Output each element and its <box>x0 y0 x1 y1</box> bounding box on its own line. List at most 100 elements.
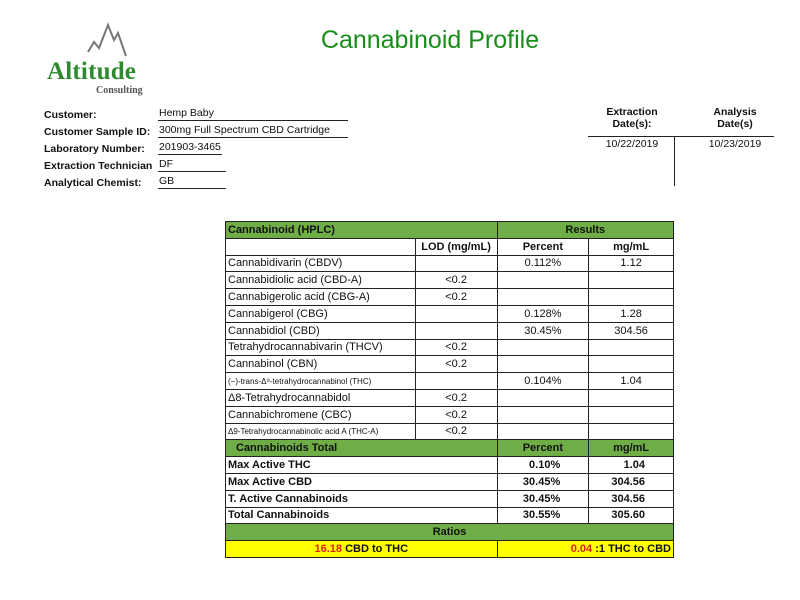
percent-value <box>496 288 590 306</box>
cannabinoid-name: Cannabigerolic acid (CBG-A) <box>225 288 416 306</box>
lod-value: <0.2 <box>414 405 498 424</box>
cannabinoid-name: Tetrahydrocannabivarin (THCV) <box>225 338 416 357</box>
cannabinoid-name: Cannabichromene (CBC) <box>225 405 416 424</box>
totals-mgml-header: mg/mL <box>588 439 674 458</box>
percent-value <box>496 405 590 424</box>
info-row-customer: Customer: Hemp Baby <box>44 104 348 121</box>
lod-value <box>414 321 498 340</box>
percent-value: 0.112% <box>496 254 590 273</box>
table-header: Cannabinoid (HPLC) Results <box>225 221 675 239</box>
info-label: Extraction Technician <box>44 160 153 172</box>
total-percent: 30.55% <box>496 506 590 525</box>
logo-text: Altitude <box>47 58 137 85</box>
mgml-value <box>588 388 674 407</box>
percent-header: Percent <box>496 237 590 256</box>
total-name: Max Active THC <box>225 456 498 474</box>
table-row: Tetrahydrocannabivarin (THCV) <0.2 <box>225 338 674 357</box>
lod-value: <0.2 <box>414 388 498 407</box>
mgml-value <box>588 422 674 441</box>
lod-value: <0.2 <box>414 355 498 374</box>
totals-row: T. Active Cannabinoids 30.45% 304.56 <box>225 489 674 508</box>
dates-block: Extraction Date(s): Analysis Date(s) 10/… <box>588 106 780 186</box>
percent-value <box>496 422 590 441</box>
percent-value <box>496 388 590 407</box>
analysis-date-value: 10/23/2019 <box>708 138 762 150</box>
extraction-date-value: 10/22/2019 <box>605 138 659 150</box>
total-mgml: 1.04 <box>588 456 674 474</box>
info-row-chemist: Analytical Chemist: GB <box>44 172 348 189</box>
table-row: (−)-trans-Δ⁹-tetrahydrocannabinol (THC) … <box>225 372 674 390</box>
cannabinoid-header: Cannabinoid (HPLC) <box>225 221 498 239</box>
mgml-value <box>588 271 674 290</box>
totals-label: Cannabinoids Total <box>225 439 498 458</box>
mgml-value <box>588 288 674 306</box>
total-mgml: 305.60 <box>588 506 674 525</box>
ratio-value: 16.18 <box>314 543 343 556</box>
table-row: Cannabichromene (CBC) <0.2 <box>225 405 674 424</box>
ratio-text: :1 THC to CBD <box>592 543 671 556</box>
info-value: 201903-3465 <box>158 141 222 155</box>
table-row: Δ9-Tetrahydrocannabinolic acid A (THC-A)… <box>225 422 674 441</box>
mgml-value <box>588 338 674 357</box>
divider <box>674 136 675 186</box>
info-value: Hemp Baby <box>158 107 348 121</box>
table-row: Cannabigerol (CBG) 0.128% 1.28 <box>225 304 674 323</box>
total-percent: 30.45% <box>496 472 590 491</box>
table-row: Cannabidiolic acid (CBD-A) <0.2 <box>225 271 674 290</box>
customer-info: Customer: Hemp Baby Customer Sample ID: … <box>44 104 348 189</box>
percent-value <box>496 338 590 357</box>
lod-header: LOD (mg/mL) <box>414 237 498 256</box>
info-value: 300mg Full Spectrum CBD Cartridge <box>158 124 348 138</box>
totals-header: Cannabinoids Total Percent mg/mL <box>225 439 674 458</box>
mgml-value: 1.12 <box>588 254 674 273</box>
info-value: DF <box>158 158 226 172</box>
total-name: T. Active Cannabinoids <box>225 489 498 508</box>
totals-percent-header: Percent <box>496 439 590 458</box>
analysis-label: Analysis <box>713 106 757 118</box>
info-label: Customer Sample ID: <box>44 126 151 138</box>
percent-value: 30.45% <box>496 321 590 340</box>
ratios-header: Ratios <box>225 523 674 542</box>
page-title: Cannabinoid Profile <box>320 26 540 54</box>
info-row-sample-id: Customer Sample ID: 300mg Full Spectrum … <box>44 121 348 138</box>
empty-cell <box>225 237 416 256</box>
table-row: Cannabinol (CBN) <0.2 <box>225 355 674 374</box>
lod-value: <0.2 <box>414 271 498 290</box>
mgml-value <box>588 405 674 424</box>
divider <box>588 136 774 137</box>
cannabinoid-name: Cannabidivarin (CBDV) <box>225 254 416 273</box>
lod-value <box>414 254 498 273</box>
table-row: Cannabigerolic acid (CBG-A) <0.2 <box>225 288 674 306</box>
table-row: Cannabidiol (CBD) 30.45% 304.56 <box>225 321 674 340</box>
analysis-label: Date(s) <box>717 118 753 130</box>
cannabinoid-name: Δ8-Tetrahydrocannabidol <box>225 388 416 407</box>
ratios-row: 16.18 CBD to THC 0.04 :1 THC to CBD <box>225 540 675 558</box>
cannabinoid-name: (−)-trans-Δ⁹-tetrahydrocannabinol (THC) <box>225 372 416 390</box>
extraction-label: Extraction <box>606 106 658 118</box>
cbd-to-thc-ratio: 16.18 CBD to THC <box>225 540 498 558</box>
lod-value <box>414 372 498 390</box>
total-percent: 0.10% <box>496 456 590 474</box>
lod-value <box>414 304 498 323</box>
analysis-date-header: Analysis Date(s) <box>690 106 780 130</box>
results-header: Results <box>496 221 675 239</box>
info-label: Laboratory Number: <box>44 143 145 155</box>
percent-value <box>496 355 590 374</box>
total-name: Total Cannabinoids <box>225 506 498 525</box>
logo-subtext: Consulting <box>96 85 143 96</box>
table-row: Δ8-Tetrahydrocannabidol <0.2 <box>225 388 674 407</box>
cannabinoid-name: Cannabinol (CBN) <box>225 355 416 374</box>
mgml-value: 1.28 <box>588 304 674 323</box>
totals-row: Total Cannabinoids 30.55% 305.60 <box>225 506 674 525</box>
mgml-value: 1.04 <box>588 372 674 390</box>
cannabinoid-name: Cannabigerol (CBG) <box>225 304 416 323</box>
cannabinoid-name: Δ9-Tetrahydrocannabinolic acid A (THC-A) <box>225 422 416 441</box>
cannabinoid-name: Cannabidiol (CBD) <box>225 321 416 340</box>
info-label: Customer: <box>44 109 97 121</box>
mgml-header: mg/mL <box>588 237 674 256</box>
lod-value: <0.2 <box>414 338 498 357</box>
total-mgml: 304.56 <box>588 489 674 508</box>
total-name: Max Active CBD <box>225 472 498 491</box>
percent-value <box>496 271 590 290</box>
totals-row: Max Active CBD 30.45% 304.56 <box>225 472 674 491</box>
